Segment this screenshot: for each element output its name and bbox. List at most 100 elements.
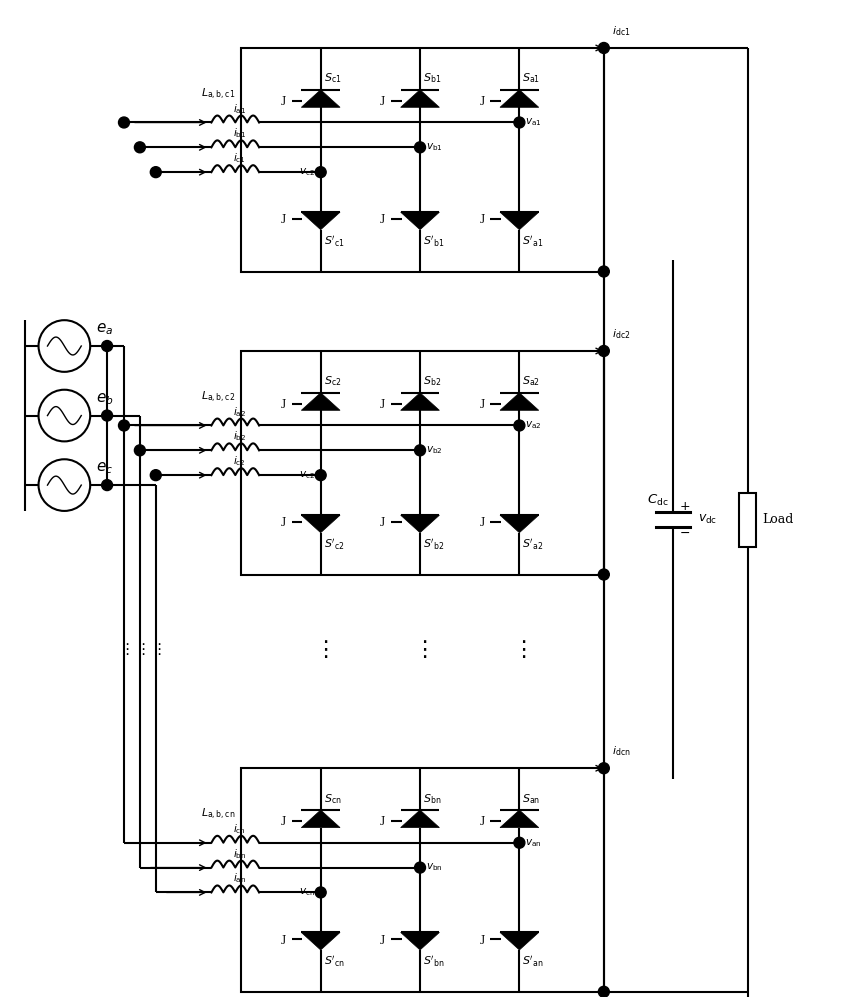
Circle shape bbox=[134, 142, 146, 153]
Polygon shape bbox=[500, 90, 539, 107]
Text: $S'_{\mathrm{b1}}$: $S'_{\mathrm{b1}}$ bbox=[423, 234, 444, 249]
Text: J: J bbox=[381, 935, 386, 944]
Text: J: J bbox=[282, 517, 286, 526]
Text: J: J bbox=[282, 935, 286, 944]
Circle shape bbox=[118, 420, 129, 431]
Circle shape bbox=[414, 142, 426, 153]
Circle shape bbox=[598, 763, 609, 774]
Circle shape bbox=[598, 43, 609, 53]
Text: $S'_{\mathrm{cn}}$: $S'_{\mathrm{cn}}$ bbox=[323, 954, 345, 969]
Text: $S'_{\mathrm{c1}}$: $S'_{\mathrm{c1}}$ bbox=[323, 234, 345, 249]
Polygon shape bbox=[401, 515, 439, 533]
Circle shape bbox=[101, 410, 112, 421]
Polygon shape bbox=[401, 932, 439, 950]
Text: $S_{\mathrm{a1}}$: $S_{\mathrm{a1}}$ bbox=[523, 72, 540, 85]
Text: $S_{\mathrm{cn}}$: $S_{\mathrm{cn}}$ bbox=[323, 792, 341, 806]
Text: $v_{\mathrm{a2}}$: $v_{\mathrm{a2}}$ bbox=[525, 420, 542, 431]
Text: J: J bbox=[481, 517, 485, 526]
Text: $i_{\mathrm{bn}}$: $i_{\mathrm{bn}}$ bbox=[233, 847, 246, 861]
Text: J: J bbox=[381, 96, 386, 105]
Text: J: J bbox=[381, 214, 386, 223]
Bar bbox=[241, 48, 604, 272]
Bar bbox=[241, 768, 604, 992]
Text: $S_{\mathrm{c2}}$: $S_{\mathrm{c2}}$ bbox=[323, 375, 341, 388]
Text: $L_{\mathrm{a,b,cn}}$: $L_{\mathrm{a,b,cn}}$ bbox=[202, 807, 236, 822]
Polygon shape bbox=[500, 393, 539, 410]
Bar bbox=[241, 351, 604, 575]
Text: J: J bbox=[481, 816, 485, 825]
Text: $i_{\mathrm{c2}}$: $i_{\mathrm{c2}}$ bbox=[233, 454, 246, 468]
Polygon shape bbox=[301, 90, 340, 107]
Text: $e_\mathit{c}$: $e_\mathit{c}$ bbox=[96, 460, 113, 476]
Text: $S_{\mathrm{c1}}$: $S_{\mathrm{c1}}$ bbox=[323, 72, 341, 85]
Text: $C_{\mathrm{dc}}$: $C_{\mathrm{dc}}$ bbox=[647, 492, 668, 508]
Text: $e_\mathit{b}$: $e_\mathit{b}$ bbox=[96, 391, 114, 407]
Text: $\vdots$: $\vdots$ bbox=[413, 638, 427, 660]
Polygon shape bbox=[500, 212, 539, 230]
Text: $-$: $-$ bbox=[679, 526, 690, 539]
Text: $i_{\mathrm{an}}$: $i_{\mathrm{an}}$ bbox=[233, 872, 246, 885]
Text: $i_{\mathrm{b2}}$: $i_{\mathrm{b2}}$ bbox=[233, 430, 246, 443]
Text: $L_{\mathrm{a,b,c1}}$: $L_{\mathrm{a,b,c1}}$ bbox=[202, 87, 236, 102]
Text: J: J bbox=[381, 399, 386, 408]
Text: $\vdots$: $\vdots$ bbox=[151, 641, 161, 657]
Polygon shape bbox=[301, 212, 340, 230]
Text: Load: Load bbox=[762, 513, 793, 526]
Text: $\vdots$: $\vdots$ bbox=[313, 638, 328, 660]
Circle shape bbox=[598, 266, 609, 277]
Text: $S'_{\mathrm{bn}}$: $S'_{\mathrm{bn}}$ bbox=[423, 954, 445, 969]
Text: $S'_{\mathrm{a1}}$: $S'_{\mathrm{a1}}$ bbox=[523, 234, 544, 249]
Circle shape bbox=[315, 167, 326, 178]
Text: $S'_{\mathrm{an}}$: $S'_{\mathrm{an}}$ bbox=[523, 954, 544, 969]
Text: $v_{\mathrm{bn}}$: $v_{\mathrm{bn}}$ bbox=[426, 862, 443, 873]
Text: J: J bbox=[481, 935, 485, 944]
Circle shape bbox=[118, 117, 129, 128]
Text: $S_{\mathrm{a2}}$: $S_{\mathrm{a2}}$ bbox=[523, 375, 540, 388]
Text: $v_{\mathrm{b2}}$: $v_{\mathrm{b2}}$ bbox=[426, 444, 443, 456]
Text: J: J bbox=[282, 214, 286, 223]
Circle shape bbox=[315, 887, 326, 898]
Text: $i_{\mathrm{dcn}}$: $i_{\mathrm{dcn}}$ bbox=[612, 745, 631, 758]
Text: $S_{\mathrm{bn}}$: $S_{\mathrm{bn}}$ bbox=[423, 792, 442, 806]
Polygon shape bbox=[301, 810, 340, 828]
Text: J: J bbox=[282, 96, 286, 105]
Polygon shape bbox=[401, 212, 439, 230]
Circle shape bbox=[598, 569, 609, 580]
Text: J: J bbox=[481, 96, 485, 105]
Text: J: J bbox=[381, 816, 386, 825]
Polygon shape bbox=[301, 393, 340, 410]
Text: $v_{\mathrm{a1}}$: $v_{\mathrm{a1}}$ bbox=[525, 117, 542, 128]
Text: $i_{\mathrm{b1}}$: $i_{\mathrm{b1}}$ bbox=[233, 127, 246, 140]
Text: $\vdots$: $\vdots$ bbox=[134, 641, 145, 657]
Text: J: J bbox=[282, 816, 286, 825]
Text: $\vdots$: $\vdots$ bbox=[119, 641, 129, 657]
Polygon shape bbox=[401, 90, 439, 107]
Polygon shape bbox=[301, 515, 340, 533]
Text: $S'_{\mathrm{a2}}$: $S'_{\mathrm{a2}}$ bbox=[523, 537, 544, 552]
Circle shape bbox=[514, 837, 525, 848]
Text: $+$: $+$ bbox=[679, 500, 690, 513]
Text: $v_{\mathrm{c2}}$: $v_{\mathrm{c2}}$ bbox=[299, 469, 315, 481]
Circle shape bbox=[151, 167, 161, 178]
Text: $i_{\mathrm{dc2}}$: $i_{\mathrm{dc2}}$ bbox=[612, 327, 631, 341]
Text: $v_{\mathrm{dc}}$: $v_{\mathrm{dc}}$ bbox=[698, 513, 717, 526]
Text: $i_{\mathrm{cn}}$: $i_{\mathrm{cn}}$ bbox=[233, 822, 246, 836]
Text: $\vdots$: $\vdots$ bbox=[512, 638, 527, 660]
Text: $S_{\mathrm{b1}}$: $S_{\mathrm{b1}}$ bbox=[423, 72, 442, 85]
Text: $L_{\mathrm{a,b,c2}}$: $L_{\mathrm{a,b,c2}}$ bbox=[202, 390, 236, 405]
Text: $S'_{\mathrm{b2}}$: $S'_{\mathrm{b2}}$ bbox=[423, 537, 444, 552]
Polygon shape bbox=[401, 393, 439, 410]
Text: $i_{\mathrm{a1}}$: $i_{\mathrm{a1}}$ bbox=[233, 102, 246, 116]
Text: J: J bbox=[481, 214, 485, 223]
Circle shape bbox=[514, 117, 525, 128]
Polygon shape bbox=[401, 810, 439, 828]
Circle shape bbox=[414, 445, 426, 456]
Text: $S_{\mathrm{an}}$: $S_{\mathrm{an}}$ bbox=[523, 792, 540, 806]
Circle shape bbox=[598, 346, 609, 356]
Text: $i_{\mathrm{a2}}$: $i_{\mathrm{a2}}$ bbox=[233, 405, 246, 419]
Circle shape bbox=[101, 341, 112, 351]
Text: J: J bbox=[282, 399, 286, 408]
Circle shape bbox=[414, 862, 426, 873]
Text: $v_{\mathrm{cn}}$: $v_{\mathrm{cn}}$ bbox=[299, 887, 315, 898]
Polygon shape bbox=[500, 515, 539, 533]
